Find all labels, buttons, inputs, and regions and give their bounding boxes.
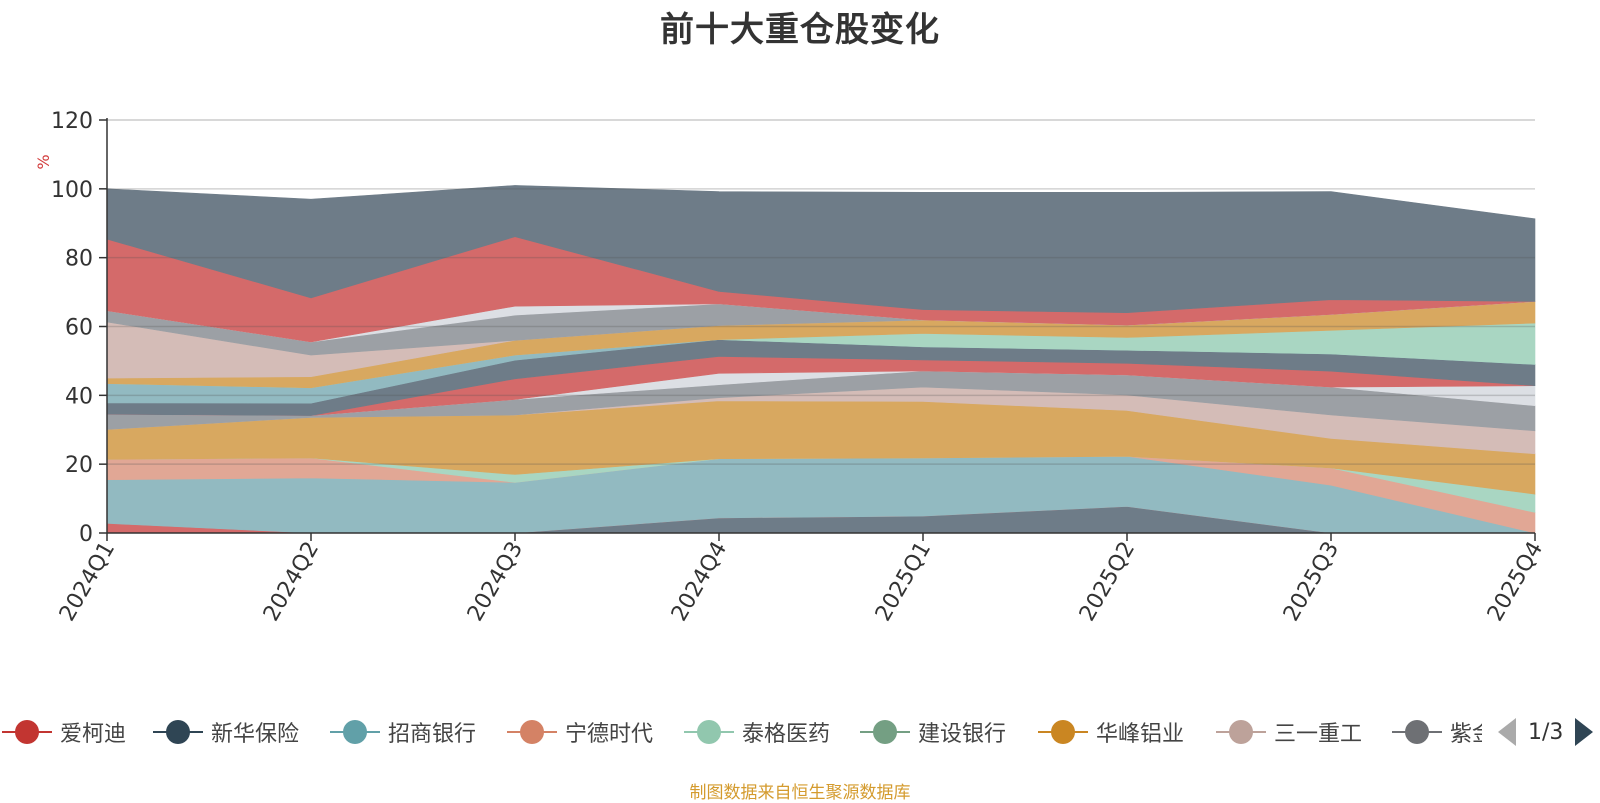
x-tick-label: 2025Q3 — [1279, 538, 1344, 626]
y-tick-label: 40 — [65, 384, 93, 409]
legend-items: 爱柯迪 新华保险 招商银行 宁德时代 泰格医药 建设银行 华峰铝业 三一重工 紫金矿业 — [0, 712, 1482, 752]
x-tick-label: 2025Q4 — [1483, 538, 1548, 626]
legend-label: 泰格医药 — [742, 722, 831, 747]
legend-label: 三一重工 — [1274, 722, 1363, 747]
x-tick-label: 2024Q3 — [463, 538, 528, 626]
y-tick-label: 60 — [65, 316, 93, 341]
y-tick-label: 0 — [79, 522, 93, 547]
legend-label: 紫金矿业 — [1450, 722, 1482, 747]
legend-marker-icon — [684, 718, 734, 746]
legend-item[interactable]: 紫金矿业 — [1392, 712, 1482, 752]
legend-item[interactable]: 华峰铝业 — [1038, 712, 1184, 752]
area-series-19 — [106, 185, 1536, 314]
legend-marker-icon — [1392, 718, 1442, 746]
y-gridlines — [107, 119, 1535, 465]
legend-marker-icon — [1038, 718, 1088, 746]
legend-marker-icon — [1216, 718, 1266, 746]
legend-item[interactable]: 招商银行 — [330, 712, 476, 752]
legend-label: 宁德时代 — [565, 722, 654, 747]
y-tick-label: 120 — [51, 109, 93, 134]
legend-label: 爱柯迪 — [60, 722, 127, 747]
chart-title: 前十大重仓股变化 — [660, 10, 940, 50]
x-tick-label: 2024Q4 — [667, 538, 732, 626]
area-series-group — [106, 185, 1536, 534]
y-tick-label: 80 — [65, 247, 93, 272]
legend-label: 新华保险 — [211, 722, 300, 747]
legend-label: 华峰铝业 — [1096, 722, 1185, 747]
y-axis-label: % — [34, 154, 53, 169]
x-tick-label: 2024Q1 — [55, 538, 120, 626]
source-note: 制图数据来自恒生聚源数据库 — [689, 783, 911, 803]
legend-item[interactable]: 建设银行 — [860, 712, 1006, 752]
x-tick-label: 2024Q2 — [259, 538, 324, 626]
x-tick-label: 2025Q2 — [1075, 538, 1140, 626]
legend-page-indicator: 1/3 — [1528, 719, 1564, 745]
legend: 爱柯迪 新华保险 招商银行 宁德时代 泰格医药 建设银行 华峰铝业 三一重工 紫金矿业 1/3 — [0, 712, 1600, 752]
legend-item[interactable]: 三一重工 — [1216, 712, 1362, 752]
legend-item[interactable]: 泰格医药 — [684, 712, 830, 752]
y-tick-label: 20 — [65, 453, 93, 478]
legend-label: 建设银行 — [918, 722, 1007, 747]
legend-label: 招商银行 — [388, 722, 477, 747]
legend-item[interactable]: 爱柯迪 — [2, 712, 126, 752]
legend-marker-icon — [860, 718, 910, 746]
x-tick-label: 2025Q1 — [871, 538, 936, 626]
legend-marker-icon — [153, 718, 203, 746]
legend-pager: 1/3 — [1498, 712, 1594, 752]
legend-next-page-icon[interactable] — [1575, 718, 1594, 746]
legend-item[interactable]: 新华保险 — [153, 712, 299, 752]
legend-marker-icon — [507, 718, 557, 746]
legend-item[interactable]: 宁德时代 — [507, 712, 653, 752]
y-tick-label: 100 — [51, 178, 93, 203]
legend-marker-icon — [2, 718, 52, 746]
legend-prev-page-icon[interactable] — [1498, 718, 1516, 746]
legend-marker-icon — [330, 718, 380, 746]
